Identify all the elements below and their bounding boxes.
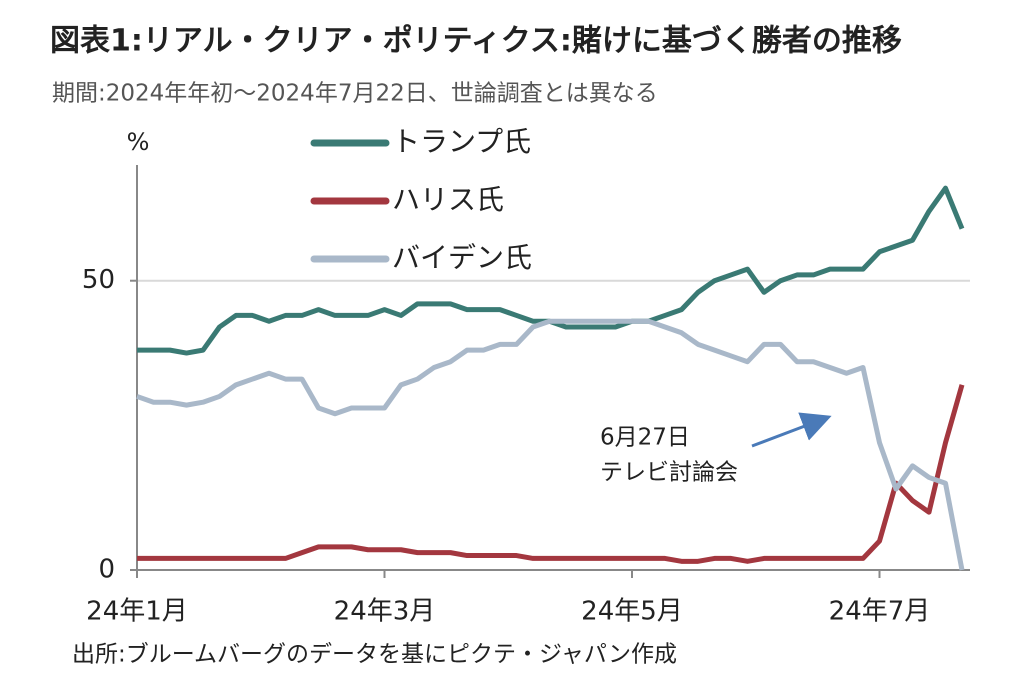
- legend-label: バイデン氏: [392, 241, 532, 274]
- annotation: テレビ討論会: [600, 460, 738, 486]
- source-note: 出所:ブルームバーグのデータを基にピクテ・ジャパン作成: [72, 642, 677, 668]
- annotation: 6月27日: [600, 425, 690, 451]
- y-tick-label: 0: [98, 555, 115, 585]
- legend-label: トランプ氏: [392, 125, 531, 158]
- x-tick-label: 24年3月: [334, 597, 436, 627]
- chart-title: 図表1:リアル・クリア・ポリティクス:賭けに基づく勝者の推移: [50, 24, 902, 59]
- series-line: [137, 384, 965, 564]
- series-line: [137, 185, 965, 356]
- series-line: [136, 318, 965, 571]
- y-tick-label: 50: [82, 265, 115, 295]
- x-tick-label: 24年7月: [829, 597, 931, 627]
- chart-subtitle: 期間:2024年年初～2024年7月22日、世論調査とは異なる: [52, 81, 658, 107]
- annotation-arrow: [751, 412, 832, 448]
- x-tick-label: 24年1月: [86, 597, 188, 627]
- legend-label: ハリス氏: [392, 183, 504, 216]
- y-unit: %: [127, 128, 150, 156]
- x-tick-label: 24年5月: [581, 597, 683, 627]
